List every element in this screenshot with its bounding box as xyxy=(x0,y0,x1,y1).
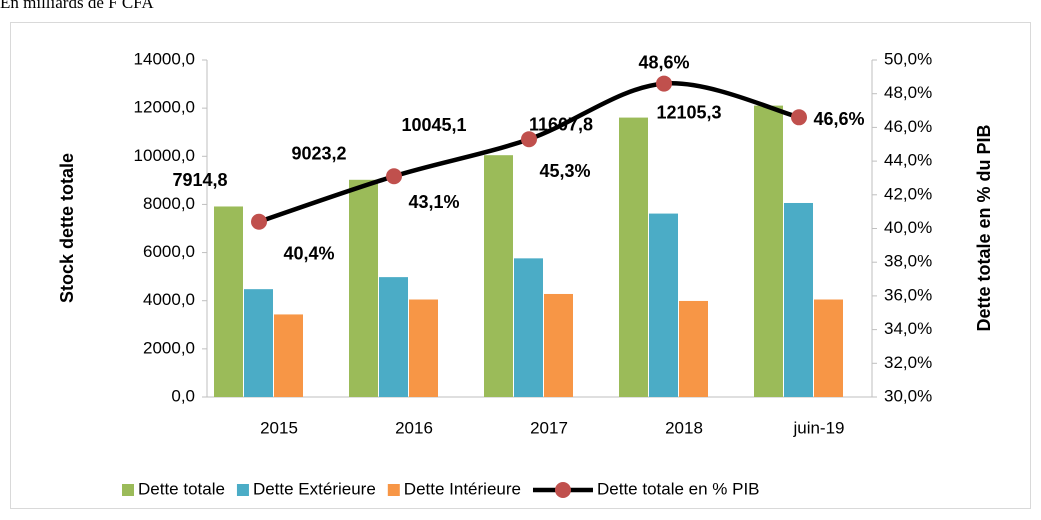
bar xyxy=(754,105,783,397)
y2-tick-label: 44,0% xyxy=(884,151,932,170)
y2-axis-title: Dette totale en % du PIB xyxy=(974,124,994,331)
point xyxy=(656,75,672,92)
y-tick-label: 6000,0 xyxy=(143,242,195,261)
legend-label: Dette totale en % PIB xyxy=(597,479,760,498)
bar xyxy=(409,299,438,397)
bar xyxy=(814,299,843,397)
bar xyxy=(484,155,513,397)
legend-label: Dette Intérieure xyxy=(404,479,521,498)
point xyxy=(251,213,267,230)
point xyxy=(386,168,402,185)
value-label: 9023,2 xyxy=(291,144,346,164)
bar xyxy=(214,206,243,397)
x-tick-label: 2017 xyxy=(530,418,568,437)
value-label: 40,4% xyxy=(283,244,334,264)
bar xyxy=(544,293,573,397)
y2-tick-label: 48,0% xyxy=(884,83,932,102)
y-tick-label: 14000,0 xyxy=(134,49,195,68)
bar xyxy=(679,300,708,397)
x-tick-label: juin-19 xyxy=(792,418,844,437)
y2-tick-label: 50,0% xyxy=(884,49,932,68)
value-label: 48,6% xyxy=(638,52,689,72)
y2-tick-label: 30,0% xyxy=(884,386,932,405)
value-label: 45,3% xyxy=(539,161,590,181)
y-tick-label: 4000,0 xyxy=(143,290,195,309)
value-label: 46,6% xyxy=(813,109,864,129)
legend-label: Dette totale xyxy=(138,479,225,498)
x-tick-label: 2016 xyxy=(395,418,433,437)
value-label: 43,1% xyxy=(408,192,459,212)
x-tick-label: 2018 xyxy=(665,418,703,437)
y2-tick-label: 42,0% xyxy=(884,184,932,203)
bar xyxy=(514,258,543,397)
bar xyxy=(244,289,273,397)
value-label: 10045,1 xyxy=(401,115,466,135)
bar xyxy=(649,213,678,397)
y-tick-label: 2000,0 xyxy=(143,338,195,357)
y-tick-label: 10000,0 xyxy=(134,146,195,165)
value-label: 7914,8 xyxy=(172,170,227,190)
legend-label: Dette Extérieure xyxy=(253,479,376,498)
y2-tick-label: 46,0% xyxy=(884,117,932,136)
x-tick-label: 2015 xyxy=(260,418,298,437)
point xyxy=(521,131,537,148)
y-tick-label: 0,0 xyxy=(171,386,195,405)
y2-tick-label: 34,0% xyxy=(884,319,932,338)
y2-tick-label: 36,0% xyxy=(884,285,932,304)
bar xyxy=(379,277,408,397)
bar xyxy=(784,202,813,397)
legend-swatch xyxy=(387,484,400,496)
y-tick-label: 8000,0 xyxy=(143,194,195,213)
bar xyxy=(619,117,648,397)
bar xyxy=(274,314,303,397)
legend-marker xyxy=(554,482,571,498)
legend-swatch xyxy=(122,484,134,496)
chart-subtitle: En milliards de F CFA xyxy=(0,0,154,12)
chart-frame xyxy=(10,22,1031,509)
y-axis-title: Stock dette totale xyxy=(57,153,77,303)
value-label: 12105,3 xyxy=(656,102,721,122)
bar xyxy=(349,179,378,397)
point xyxy=(791,109,807,126)
y2-tick-label: 40,0% xyxy=(884,218,932,237)
y2-tick-label: 32,0% xyxy=(884,353,932,372)
y-tick-label: 12000,0 xyxy=(134,98,195,117)
y2-tick-label: 38,0% xyxy=(884,252,932,271)
legend-swatch xyxy=(236,484,249,496)
